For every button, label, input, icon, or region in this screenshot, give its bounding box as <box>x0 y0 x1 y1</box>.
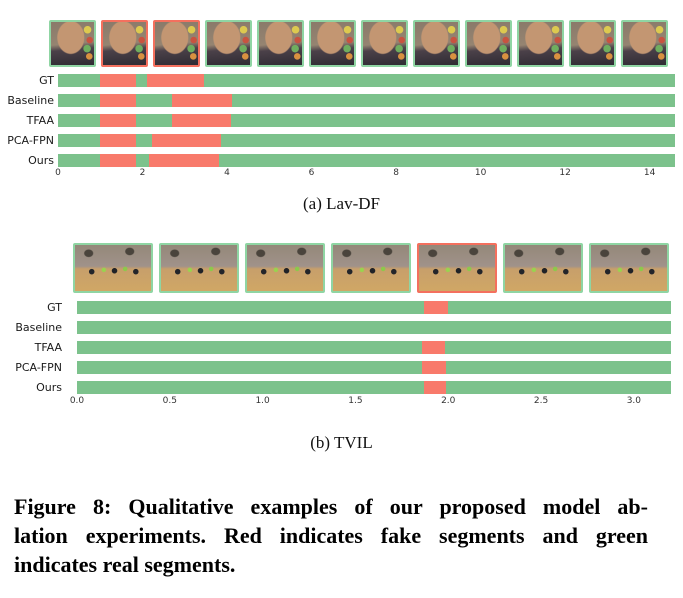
fake-segment <box>424 381 447 394</box>
video-frame-3-real <box>245 243 325 293</box>
fake-segment <box>100 134 137 147</box>
video-frame-3-fake <box>153 20 200 67</box>
fake-segment <box>100 94 137 107</box>
subcaption-lavdf: (a) Lav-DF <box>303 194 380 213</box>
caption-line-3: indicates real segments. <box>14 552 236 577</box>
row-label-gt: GT <box>39 74 54 87</box>
timeline-rows-tvil: GT Baseline TFAA PCA-FPN Ours <box>0 301 683 401</box>
x-tick-label: 1.5 <box>348 396 363 406</box>
fake-segment <box>172 114 232 127</box>
timeline-row-gt: GT <box>0 301 683 314</box>
video-frame-7-real <box>589 243 669 293</box>
fake-segment <box>100 154 137 167</box>
fake-segment <box>146 74 204 87</box>
x-tick-label: 14 <box>643 168 656 178</box>
x-axis-lavdf: 0 2 4 6 8 10 12 14 <box>55 168 675 180</box>
x-tick-label: 2 <box>139 168 146 178</box>
x-tick-label: 0.0 <box>69 396 85 406</box>
timeline-row-tfaa: TFAA <box>0 341 683 354</box>
timeline-bar-tfaa <box>58 114 675 127</box>
x-tick-label: 6 <box>308 168 315 178</box>
row-label-baseline: Baseline <box>15 321 62 334</box>
timeline-row-tfaa: TFAA <box>0 114 683 127</box>
video-frame-5-fake <box>417 243 497 293</box>
video-frame-8-real <box>413 20 460 67</box>
timeline-bar-baseline <box>58 94 675 107</box>
timeline-bar-ours <box>77 381 671 394</box>
timeline-bar-tfaa <box>77 341 671 354</box>
timeline-rows-lavdf: GT Baseline TFAA PCA-FPN Ours <box>0 74 683 174</box>
row-label-gt: GT <box>47 301 62 314</box>
timeline-row-ours: Ours <box>0 381 683 394</box>
x-tick-label: 12 <box>559 168 571 178</box>
timeline-row-baseline: Baseline <box>0 321 683 334</box>
fake-segment <box>152 134 221 147</box>
timeline-row-gt: GT <box>0 74 683 87</box>
timeline-bar-pca-fpn <box>77 361 671 374</box>
timeline-row-ours: Ours <box>0 154 683 167</box>
row-label-tfaa: TFAA <box>34 341 62 354</box>
timeline-bar-ours <box>58 154 675 167</box>
video-frame-1-real <box>49 20 96 67</box>
timeline-bar-gt <box>77 301 671 314</box>
subcaption-tvil: (b) TVIL <box>310 433 373 452</box>
x-tick-label: 0 <box>55 168 61 178</box>
video-frame-1-real <box>73 243 153 293</box>
row-label-ours: Ours <box>28 154 54 167</box>
video-frame-2-real <box>159 243 239 293</box>
x-tick-label: 10 <box>474 168 487 178</box>
video-frame-7-real <box>361 20 408 67</box>
x-tick-label: 1.0 <box>255 396 270 406</box>
x-axis-tvil: 0.0 0.5 1.0 1.5 2.0 2.5 3.0 <box>70 396 671 408</box>
frame-strip-tvil <box>73 243 669 293</box>
timeline-row-pca-fpn: PCA-FPN <box>0 134 683 147</box>
row-label-pca-fpn: PCA-FPN <box>7 134 54 147</box>
fake-segment <box>422 341 445 354</box>
frame-strip-lavdf <box>49 20 668 67</box>
x-tick-label: 8 <box>393 168 399 178</box>
row-label-ours: Ours <box>36 381 62 394</box>
figure-caption: Figure 8: Qualitative examples of our pr… <box>14 492 648 579</box>
fake-segment <box>100 114 137 127</box>
fake-segment <box>422 361 447 374</box>
timeline-row-pca-fpn: PCA-FPN <box>0 361 683 374</box>
video-frame-5-real <box>257 20 304 67</box>
x-tick-label: 3.0 <box>626 396 642 406</box>
video-frame-6-real <box>503 243 583 293</box>
video-frame-4-real <box>331 243 411 293</box>
caption-line-1: Figure 8: Qualitative examples of our pr… <box>14 494 648 519</box>
video-frame-6-real <box>309 20 356 67</box>
video-frame-2-fake <box>101 20 148 67</box>
x-tick-label: 4 <box>224 168 230 178</box>
video-frame-4-real <box>205 20 252 67</box>
fake-segment <box>148 154 219 167</box>
fake-segment <box>172 94 233 107</box>
video-frame-12-real <box>621 20 668 67</box>
row-label-pca-fpn: PCA-FPN <box>15 361 62 374</box>
timeline-bar-pca-fpn <box>58 134 675 147</box>
row-label-baseline: Baseline <box>7 94 54 107</box>
fake-segment <box>424 301 449 314</box>
x-tick-label: 0.5 <box>162 396 177 406</box>
timeline-bar-baseline <box>77 321 671 334</box>
video-frame-10-real <box>517 20 564 67</box>
timeline-bar-gt <box>58 74 675 87</box>
video-frame-9-real <box>465 20 512 67</box>
caption-line-2: lation experiments. Red indicates fake s… <box>14 523 648 548</box>
fake-segment <box>100 74 137 87</box>
x-tick-label: 2.5 <box>533 396 549 406</box>
x-tick-label: 2.0 <box>441 396 456 406</box>
timeline-row-baseline: Baseline <box>0 94 683 107</box>
row-label-tfaa: TFAA <box>26 114 54 127</box>
video-frame-11-real <box>569 20 616 67</box>
